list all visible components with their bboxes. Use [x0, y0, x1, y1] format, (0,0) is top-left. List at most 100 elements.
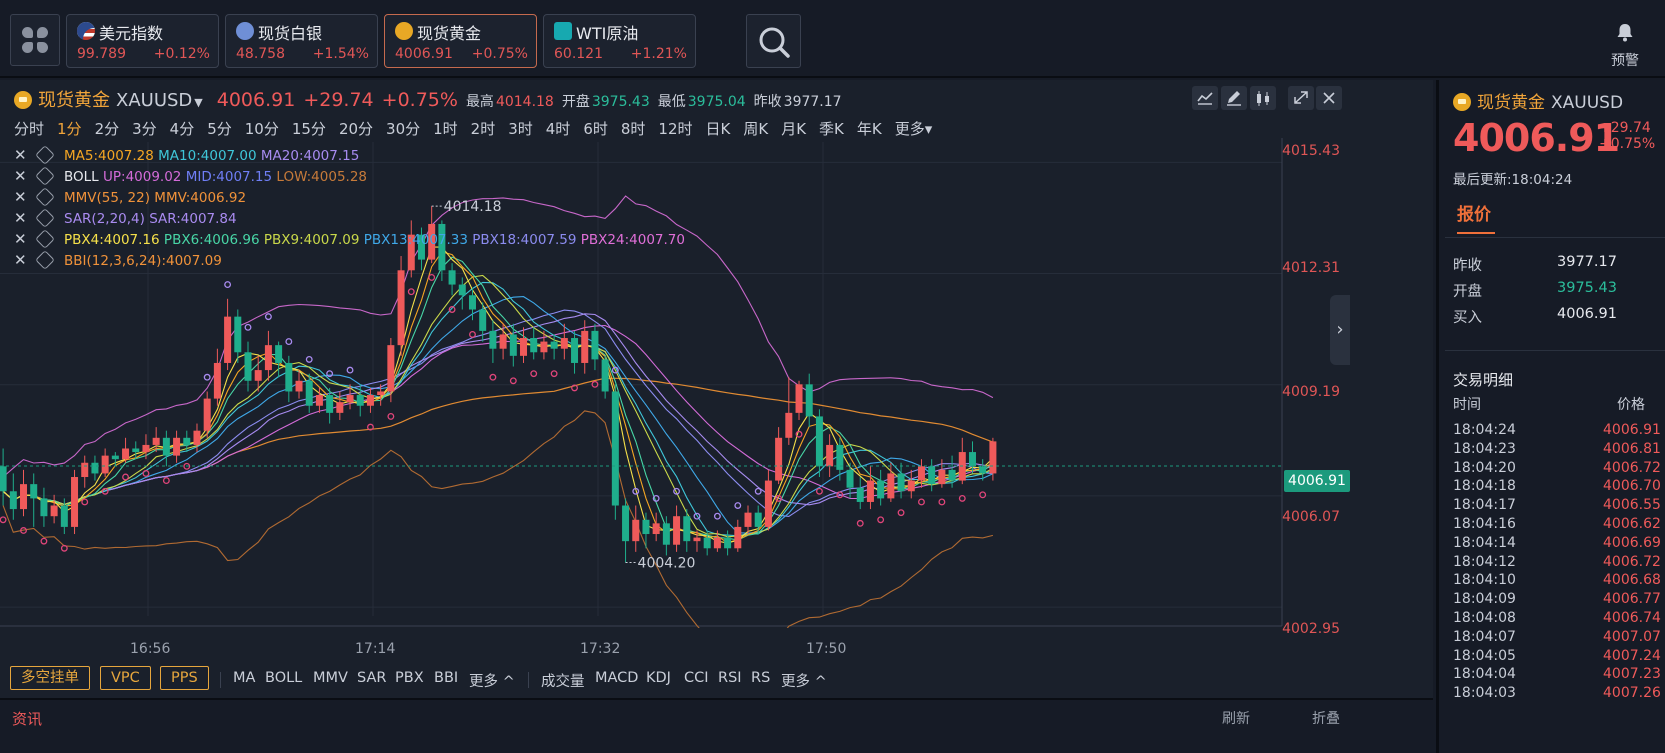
close-icon[interactable]: ✕ [14, 188, 27, 206]
main-indicator-sar[interactable]: SAR [357, 670, 387, 686]
ticker-card-usd-index[interactable]: 美元指数 99.789 +0.12% [66, 14, 219, 68]
main-indicator-mmv[interactable]: MMV [313, 670, 348, 686]
ma5-value: MA5:4007.28 [64, 148, 154, 164]
candle-body [326, 395, 334, 413]
main-indicator-bbi[interactable]: BBI [434, 670, 459, 686]
candlestick-chart[interactable]: 4014.18 4004.20 [0, 138, 1433, 628]
candle-body [826, 444, 834, 467]
chevron-right-icon: › [1336, 319, 1344, 340]
candle-body [509, 334, 517, 356]
period-tab[interactable]: 3分 [132, 120, 157, 138]
boll-low: LOW:4005.28 [276, 169, 368, 185]
candle-style-button[interactable] [1250, 86, 1276, 110]
candle-body [560, 338, 568, 349]
main-indicator-ma[interactable]: MA [233, 670, 256, 686]
period-tab[interactable]: 20分 [338, 120, 374, 138]
settings-icon[interactable] [35, 250, 55, 270]
period-tab[interactable]: 2分 [94, 120, 120, 138]
pps-button[interactable]: PPS [160, 666, 209, 690]
period-tab[interactable]: 1分 [57, 120, 82, 138]
trade-price: 4006.72 [1603, 459, 1661, 476]
settings-icon[interactable] [35, 229, 55, 249]
close-icon[interactable]: ✕ [14, 251, 27, 269]
sub-indicator-more[interactable]: 更多 ^ [781, 674, 827, 690]
ticker-name: 现货白银 [258, 24, 323, 43]
sub-indicator-cci[interactable]: CCI [684, 670, 709, 686]
sub-indicator-kdj[interactable]: KDJ [646, 670, 671, 686]
candle-body [907, 480, 915, 492]
indicator-row-sar: ✕ SAR(2,20,4) SAR:4007.84 [14, 208, 237, 229]
sar-dot [734, 502, 742, 509]
close-chart-button[interactable] [1316, 86, 1342, 110]
sub-indicator-rsi[interactable]: RSI [718, 670, 742, 686]
y-axis-label: 4015.43 [1282, 143, 1340, 159]
chevron-down-icon[interactable]: ▼ [194, 96, 203, 109]
close-icon[interactable]: ✕ [14, 230, 27, 248]
high-annotation: 4014.18 [444, 199, 502, 215]
symbol-code[interactable]: XAUUSD [116, 90, 193, 111]
period-tab[interactable]: 4时 [545, 120, 571, 138]
close-icon[interactable]: ✕ [14, 167, 27, 185]
period-tab[interactable]: 2时 [470, 120, 496, 138]
close-icon[interactable]: ✕ [14, 146, 27, 164]
draw-tool-button[interactable] [1221, 86, 1247, 110]
sub-indicator-volume[interactable]: 成交量 [541, 674, 585, 690]
period-tab[interactable]: 1时 [433, 120, 458, 138]
period-tab[interactable]: 季K [819, 120, 844, 138]
main-indicator-boll[interactable]: BOLL [265, 670, 303, 686]
period-tab[interactable]: 15分 [291, 120, 326, 138]
sub-indicator-macd[interactable]: MACD [595, 670, 639, 686]
apps-menu-button[interactable] [10, 14, 60, 66]
news-collapse[interactable]: 折叠 [1312, 711, 1340, 727]
indicator-toggle-button[interactable] [1192, 86, 1218, 110]
settings-icon[interactable] [35, 208, 55, 228]
settings-icon[interactable] [35, 187, 55, 207]
close-icon [1323, 92, 1335, 104]
search-button[interactable] [746, 14, 801, 68]
sar-dot [183, 462, 191, 470]
period-tab[interactable]: 6时 [583, 120, 608, 138]
period-tab[interactable]: 30分 [386, 120, 421, 138]
ticker-card-gold[interactable]: 现货黄金 4006.91 +0.75% [384, 14, 537, 68]
ticker-card-wti-oil[interactable]: WTI原油 60.121 +1.21% [543, 14, 696, 68]
period-tab[interactable]: 年K [856, 120, 882, 138]
sub-indicator-rs[interactable]: RS [751, 670, 771, 686]
period-tab[interactable]: 周K [743, 120, 769, 138]
fullscreen-button[interactable] [1288, 86, 1314, 110]
period-tab[interactable]: 10分 [244, 120, 279, 138]
boll-upper-line [2, 195, 994, 478]
period-tab[interactable]: 4分 [169, 120, 195, 138]
period-tab[interactable]: 12时 [658, 120, 693, 138]
tab-quote[interactable]: 报价 [1457, 205, 1491, 225]
collapse-panel-tab[interactable]: › [1330, 295, 1350, 365]
period-tab[interactable]: 月K [781, 120, 807, 138]
period-tab[interactable]: 8时 [620, 120, 646, 138]
indicator-row-pbx: ✕ PBX4:4007.16 PBX6:4006.96 PBX9:4007.09 … [14, 229, 685, 250]
sar-dot [285, 338, 293, 346]
candle-body [132, 448, 140, 453]
period-tab[interactable]: 日K [705, 120, 731, 138]
alarm-button[interactable]: 预警 [1600, 22, 1650, 70]
news-refresh[interactable]: 刷新 [1222, 711, 1250, 727]
indicator-row-mmv: ✕ MMV(55, 22) MMV:4006.92 [14, 187, 246, 208]
candle-body [173, 437, 181, 456]
period-tab[interactable]: 分时 [14, 120, 45, 138]
candle-body [264, 345, 272, 371]
sar-dot [897, 509, 905, 517]
prev-close-value: 3977.17 [783, 94, 842, 110]
close-icon[interactable]: ✕ [14, 209, 27, 227]
long-short-orders-button[interactable]: 多空挂单 [10, 666, 90, 690]
period-tab[interactable]: 更多▾ [894, 120, 933, 138]
settings-icon[interactable] [35, 166, 55, 186]
period-tab[interactable]: 3时 [508, 120, 533, 138]
ticker-card-silver[interactable]: 现货白银 48.758 +1.54% [225, 14, 378, 68]
sar-dot [162, 477, 170, 485]
settings-icon[interactable] [35, 145, 55, 165]
alarm-label: 预警 [1611, 53, 1639, 69]
period-tab[interactable]: 5分 [207, 120, 232, 138]
main-indicator-more[interactable]: 更多 ^ [469, 674, 515, 690]
main-indicator-pbx[interactable]: PBX [395, 670, 424, 686]
sar-dot [877, 516, 885, 524]
news-title[interactable]: 资讯 [12, 710, 43, 728]
vpc-button[interactable]: VPC [100, 666, 151, 690]
